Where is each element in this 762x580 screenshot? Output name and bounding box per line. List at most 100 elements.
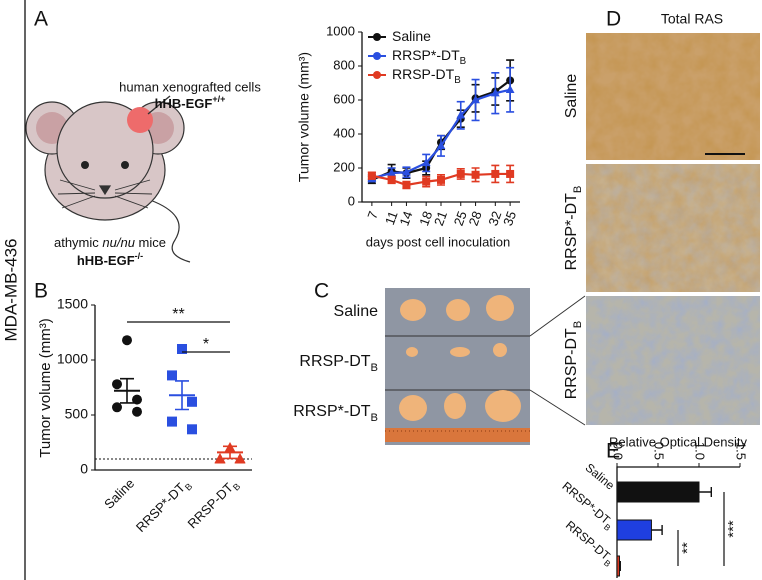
y-tick-label: 1000 bbox=[57, 351, 88, 367]
marker bbox=[187, 396, 197, 407]
x-tick-label: RRSP*-DTB bbox=[133, 476, 194, 537]
bar bbox=[616, 481, 700, 503]
marker bbox=[234, 453, 246, 464]
sem-bar bbox=[175, 380, 189, 411]
significance-label: ** bbox=[679, 542, 696, 554]
histology-images bbox=[586, 33, 760, 425]
schematic-genotype: hHB-EGF-/- bbox=[77, 251, 143, 268]
connector bbox=[529, 389, 586, 426]
y-tick-label: 0 bbox=[348, 193, 355, 208]
x-tick-label: Saline bbox=[101, 476, 137, 512]
marker bbox=[505, 85, 515, 93]
marker bbox=[177, 344, 187, 354]
y-axis-label: Tumor volume (mm³) bbox=[37, 318, 54, 457]
label-part: RRSP-DT bbox=[563, 328, 580, 399]
side-label: MDA-MB-436 bbox=[1, 239, 20, 342]
label-part: B bbox=[371, 362, 378, 374]
marker bbox=[506, 169, 515, 178]
panel-letter: B bbox=[34, 280, 48, 303]
label-part: athymic bbox=[54, 235, 102, 250]
marker bbox=[214, 453, 226, 464]
panel-letter: E bbox=[606, 440, 620, 463]
label-part: B bbox=[460, 56, 467, 67]
y-tick-label: 1500 bbox=[57, 296, 88, 312]
marker bbox=[387, 168, 397, 177]
marker bbox=[132, 406, 142, 417]
row-label: RRSP-DTB bbox=[299, 353, 378, 374]
marker bbox=[422, 177, 431, 186]
x-tick-label: 11 bbox=[382, 209, 401, 227]
marker bbox=[402, 181, 411, 189]
label-part: B bbox=[572, 186, 584, 193]
panel-letter: C bbox=[314, 280, 329, 303]
schematic-label: human xenografted cells bbox=[119, 79, 261, 94]
label-part: +/+ bbox=[212, 94, 225, 104]
panel-letter: A bbox=[34, 8, 48, 31]
marker bbox=[491, 169, 500, 178]
label-part: Saline bbox=[334, 303, 379, 320]
significance-label: ** bbox=[172, 306, 184, 323]
legend-marker bbox=[373, 52, 381, 60]
marker bbox=[167, 370, 177, 381]
label-part: hHB-EGF bbox=[155, 96, 213, 111]
error-bar bbox=[619, 561, 621, 571]
y-tick-label: 0 bbox=[80, 461, 88, 477]
schematic-label: athymic nu/nu mice bbox=[54, 235, 166, 250]
marker bbox=[471, 95, 480, 104]
marker bbox=[112, 379, 122, 390]
label-part: Saline bbox=[392, 28, 431, 44]
label-part: nu/nu bbox=[102, 235, 135, 250]
label-part: B bbox=[572, 321, 584, 328]
schematic-genotype: hHB-EGF+/+ bbox=[155, 94, 226, 111]
marker bbox=[132, 394, 142, 405]
y-tick-label: 1000 bbox=[326, 23, 355, 38]
connector bbox=[529, 295, 586, 337]
label-part: RRSP*-DT bbox=[563, 193, 580, 271]
marker bbox=[456, 169, 465, 178]
label-part: hHB-EGF bbox=[77, 253, 135, 268]
legend-label: Saline bbox=[392, 28, 431, 44]
x-tick-label: 28 bbox=[466, 209, 485, 228]
marker bbox=[167, 416, 177, 427]
bar bbox=[616, 519, 652, 541]
marker bbox=[187, 424, 197, 435]
marker bbox=[490, 88, 500, 97]
marker bbox=[421, 158, 431, 167]
row-label: RRSP-DTB bbox=[563, 321, 584, 400]
label-part: RRSP*-DT bbox=[133, 480, 188, 535]
label-part: Saline bbox=[563, 74, 580, 119]
mouse-schematic bbox=[25, 95, 191, 263]
y-tick-label: 500 bbox=[65, 406, 89, 422]
error-bar bbox=[699, 487, 712, 497]
y-tick-label: 200 bbox=[333, 159, 355, 174]
y-tick-label: 800 bbox=[333, 57, 355, 72]
legend-label: RRSP*-DTB bbox=[392, 47, 467, 67]
panel-title: Total RAS bbox=[661, 11, 723, 27]
label-part: mice bbox=[135, 235, 166, 250]
y-tick-label: 400 bbox=[333, 125, 355, 140]
label-part: Saline bbox=[582, 461, 617, 493]
row-label: RRSP*-DTB bbox=[293, 403, 378, 424]
row-label: Saline bbox=[334, 303, 379, 320]
label-part: RRSP-DT bbox=[392, 66, 455, 82]
row-label: RRSP*-DTB bbox=[563, 186, 584, 271]
marker bbox=[367, 171, 376, 180]
significance-label: *** bbox=[725, 520, 742, 538]
x-axis-label: days post cell inoculation bbox=[366, 234, 511, 249]
x-tick-label: 32 bbox=[485, 209, 504, 228]
marker bbox=[112, 402, 122, 413]
legend-marker bbox=[373, 71, 381, 79]
marker bbox=[387, 175, 396, 184]
bar bbox=[616, 555, 620, 577]
y-axis-label: Tumor volume (mm³) bbox=[296, 52, 312, 182]
marker bbox=[122, 335, 132, 346]
x-tick-label: RRSP-DTB bbox=[185, 476, 243, 534]
legend-label: RRSP-DTB bbox=[392, 66, 461, 86]
x-tick-label: 21 bbox=[431, 209, 450, 228]
legend-marker bbox=[373, 33, 381, 41]
label-part: B bbox=[371, 412, 378, 424]
x-tick-label: 7 bbox=[364, 209, 381, 221]
label-part: B bbox=[602, 558, 613, 570]
significance-label: * bbox=[203, 336, 209, 353]
